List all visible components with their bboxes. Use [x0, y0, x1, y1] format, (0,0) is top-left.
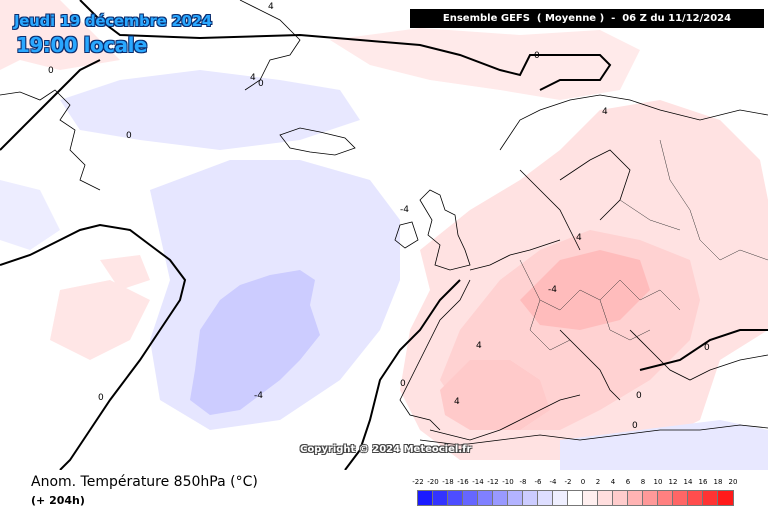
contour-label: 4: [602, 107, 608, 117]
legend-swatch: [658, 491, 673, 505]
europe-coast: [399, 239, 768, 441]
legend-swatch: [538, 491, 553, 505]
color-legend: -22 -20 -18 -16 -14 -12 -10 -8 -6 -4 -2 0 2 4 6 8 10 12 14…: [412, 478, 751, 508]
legend-swatch: [718, 491, 733, 505]
legend-swatch: [493, 491, 508, 505]
warm-anomaly-mid-west: [100, 255, 150, 290]
legend-label: 8: [640, 478, 646, 486]
coastlines: [0, 0, 768, 446]
contour-label: 0: [632, 421, 638, 431]
legend-label: -18: [442, 478, 454, 486]
legend-labels: -22 -20 -18 -16 -14 -12 -10 -8 -6 -4 -2 0 2 4 6 8 10 12 14…: [412, 478, 751, 490]
temperature-anomaly-map: 0 0 0 0 0 0 4 4 4 4 4 -4 -4 0 0 4 -4 0: [0, 0, 768, 470]
contour-label: 0: [98, 393, 104, 403]
legend-label: 18: [713, 478, 723, 486]
legend-label: 4: [610, 478, 616, 486]
legend-swatch: [703, 491, 718, 505]
legend-label: -16: [457, 478, 469, 486]
legend-label: 10: [653, 478, 663, 486]
cold-anomaly-south: [560, 420, 768, 470]
cold-anomaly-west-edge: [0, 180, 60, 250]
legend-label: 2: [595, 478, 601, 486]
legend-label: 14: [683, 478, 693, 486]
legend-swatch: [448, 491, 463, 505]
legend-swatch: [418, 491, 433, 505]
contour-label: 4: [250, 73, 256, 83]
contour-label: 0: [48, 66, 54, 76]
legend-swatch: [598, 491, 613, 505]
british-isles-coast: [394, 189, 471, 271]
forecast-local-time: 19:00 locale: [16, 33, 148, 57]
isoline-iberia: [344, 279, 461, 470]
legend-swatch: [643, 491, 658, 505]
legend-label: 0: [580, 478, 586, 486]
legend-label: -2: [564, 478, 572, 486]
legend-swatch: [553, 491, 568, 505]
contour-label: 0: [704, 343, 710, 353]
contour-label: -4: [254, 391, 263, 401]
legend-swatch: [613, 491, 628, 505]
cold-anomaly-greenland: [60, 70, 360, 150]
legend-swatch: [463, 491, 478, 505]
isoline-atlantic: [0, 223, 187, 470]
legend-swatch: [478, 491, 493, 505]
contour-label: 0: [534, 51, 540, 61]
contour-label: 4: [476, 341, 482, 351]
isoline-east: [639, 329, 768, 371]
legend-label: 20: [728, 478, 738, 486]
legend-swatch: [688, 491, 703, 505]
lead-time: (+ 204h): [31, 494, 85, 507]
legend-swatch: [433, 491, 448, 505]
legend-swatch: [583, 491, 598, 505]
contour-label: 4: [576, 233, 582, 243]
legend-label: -8: [519, 478, 527, 486]
contour-labels: 0 0 0 0 0 0 4 4 4 4 4 -4 -4 0 0 4 -4 0: [48, 2, 710, 431]
warm-anomaly-europe-core: [520, 250, 650, 330]
copyright-text: Copyright © 2024 Meteociel.fr: [300, 444, 472, 455]
legend-swatch: [568, 491, 583, 505]
legend-label: -20: [427, 478, 439, 486]
contour-label: 0: [400, 379, 406, 389]
legend-swatch: [523, 491, 538, 505]
parameter-title: Anom. Température 850hPa (°C): [31, 474, 258, 490]
legend-swatch: [673, 491, 688, 505]
legend-label: -22: [412, 478, 424, 486]
isoline-north: [79, 0, 612, 91]
contour-label: 0: [636, 391, 642, 401]
contour-label: 4: [268, 2, 274, 12]
legend-label: 6: [625, 478, 631, 486]
legend-label: 12: [668, 478, 678, 486]
legend-label: 16: [698, 478, 708, 486]
cold-anomaly-atlantic-core: [190, 270, 320, 415]
scandinavia-coast: [499, 94, 768, 251]
legend-label: -6: [534, 478, 542, 486]
warm-anomaly-iberia: [440, 360, 550, 430]
legend-label: -14: [472, 478, 484, 486]
footer: Anom. Température 850hPa (°C) (+ 204h) -…: [0, 470, 768, 512]
legend-label: -4: [549, 478, 557, 486]
contour-label: -4: [548, 285, 557, 295]
legend-swatch: [628, 491, 643, 505]
contour-label: 0: [258, 79, 264, 89]
model-run-info: Ensemble GEFS ( Moyenne ) - 06 Z du 11/1…: [410, 9, 764, 28]
legend-label: -12: [487, 478, 499, 486]
greenland-coast: [0, 0, 301, 191]
legend-label: -10: [502, 478, 514, 486]
contour-label: 0: [126, 131, 132, 141]
north-africa-coast: [419, 424, 768, 446]
contour-label: -4: [400, 205, 409, 215]
zero-isolines: [0, 0, 768, 470]
iceland-coast: [279, 127, 356, 156]
isoline-west: [0, 59, 101, 151]
contour-label: 4: [454, 397, 460, 407]
legend-bar: [417, 490, 734, 506]
warm-anomaly-west: [50, 280, 150, 360]
legend-swatch: [508, 491, 523, 505]
border-lines: [519, 139, 768, 351]
forecast-date: Jeudi 19 décembre 2024: [14, 12, 212, 30]
warm-anomaly-top: [0, 0, 120, 70]
